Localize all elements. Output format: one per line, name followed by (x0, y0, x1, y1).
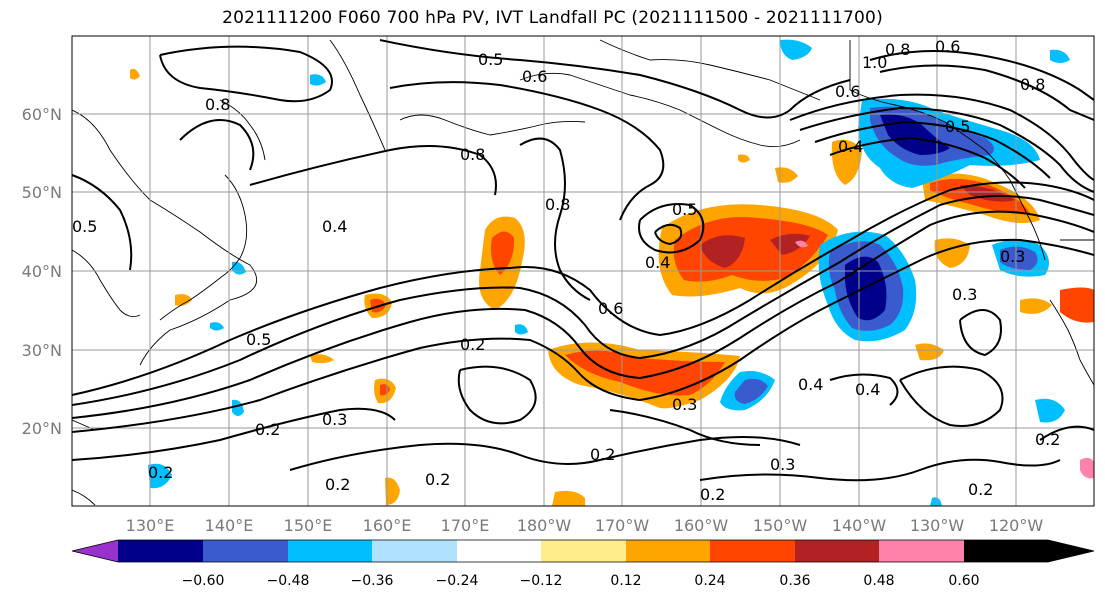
colorbar-tick-label: −0.60 (182, 573, 225, 589)
contour-label: 0.8 (205, 95, 230, 114)
contour-label: 0.3 (952, 285, 977, 304)
contour-label: 1.0 (862, 53, 887, 72)
lon-label: 120°W (989, 516, 1044, 535)
lon-label: 140°E (205, 516, 254, 535)
map-frame (71, 35, 1095, 507)
contour-label: 0.5 (478, 50, 503, 69)
coastlines (72, 39, 1094, 506)
colorbar-segment (203, 540, 288, 562)
contour-label: 0.3 (1000, 247, 1025, 266)
contour-label: 0.5 (672, 200, 697, 219)
colorbar-tick-label: 0.60 (948, 573, 979, 589)
lon-label: 140°W (832, 516, 887, 535)
lat-label: 30°N (22, 341, 62, 360)
colorbar-segment (457, 540, 541, 562)
contour-label: 0.4 (798, 375, 823, 394)
colorbar-segment (72, 540, 118, 562)
contour-label: 0.6 (835, 82, 860, 101)
lat-label: 40°N (22, 262, 62, 281)
colorbar-tick-label: 0.36 (779, 573, 810, 589)
lon-label: 160°W (674, 516, 729, 535)
colorbar-tick-label: 0.48 (863, 573, 894, 589)
lon-label: 170°W (595, 516, 650, 535)
contour-label: 0.8 (885, 40, 910, 59)
lat-label: 20°N (22, 419, 62, 438)
colorbar-segment (795, 540, 879, 562)
contour-label: 0.2 (590, 445, 615, 464)
lon-label: 130°E (126, 516, 175, 535)
contour-label: 0.2 (700, 485, 725, 504)
contour-label: 0.2 (325, 475, 350, 494)
pv-contours (72, 39, 1094, 482)
colorbar-tick-label: 0.12 (610, 573, 641, 589)
colorbar-segment (118, 540, 203, 562)
colorbar-segment (541, 540, 626, 562)
contour-label: 0.5 (246, 330, 271, 349)
lon-label: 160°E (363, 516, 412, 535)
contour-label: 0.2 (255, 420, 280, 439)
contour-label: 0.3 (322, 410, 347, 429)
colorbar: −0.60 −0.48 −0.36 −0.24 −0.12 0.12 0.24 … (71, 539, 1095, 589)
contour-label: 0.8 (460, 145, 485, 164)
contour-label: 0.4 (838, 137, 863, 156)
colorbar-segment (372, 540, 457, 562)
contour-label: 0.3 (672, 395, 697, 414)
colorbar-segment (626, 540, 710, 562)
contour-label: 0.2 (968, 480, 993, 499)
lon-label: 130°W (910, 516, 965, 535)
contour-label: 0.8 (1020, 75, 1045, 94)
map-panel: 0.5 0.6 0.8 0.6 1.0 0.8 0.8 0.6 0.5 0.4 … (72, 36, 1094, 506)
contour-label: 0.4 (322, 217, 347, 236)
colorbar-segment (879, 540, 964, 562)
contour-label: 0.3 (770, 455, 795, 474)
contour-label: 0.6 (522, 67, 547, 86)
lat-label: 60°N (22, 105, 62, 124)
colorbar-tick-label: 0.24 (694, 573, 725, 589)
longitude-labels: 130°E 140°E 150°E 160°E 170°E 180°W 170°… (126, 516, 1044, 535)
contour-label: 0.8 (545, 195, 570, 214)
colorbar-tick-labels: −0.60 −0.48 −0.36 −0.24 −0.12 0.12 0.24 … (182, 573, 980, 589)
contour-labels: 0.5 0.6 0.8 0.6 1.0 0.8 0.8 0.6 0.5 0.4 … (72, 37, 1060, 504)
contour-label: 0.5 (945, 117, 970, 136)
lon-label: 180°W (517, 516, 572, 535)
contour-label: 0.6 (935, 37, 960, 56)
lat-label: 50°N (22, 183, 62, 202)
contour-label: 0.2 (460, 335, 485, 354)
contour-label: 0.6 (598, 299, 623, 318)
contour-label: 0.5 (72, 217, 97, 236)
lon-label: 150°W (753, 516, 808, 535)
contour-label: 0.2 (1035, 430, 1060, 449)
colorbar-tick-label: −0.12 (520, 573, 563, 589)
colorbar-segment (964, 540, 1094, 562)
contour-label: 0.2 (425, 470, 450, 489)
colorbar-tick-label: −0.48 (267, 573, 310, 589)
lon-label: 150°E (284, 516, 333, 535)
lon-label: 170°E (441, 516, 490, 535)
colorbar-segment (288, 540, 372, 562)
contour-label: 0.2 (148, 463, 173, 482)
colorbar-segment (710, 540, 795, 562)
map-title: 2021111200 F060 700 hPa PV, IVT Landfall… (222, 8, 883, 28)
contour-label: 0.4 (645, 253, 670, 272)
colorbar-tick-label: −0.24 (436, 573, 479, 589)
latitude-labels: 60°N 50°N 40°N 30°N 20°N (22, 105, 62, 438)
contour-label: 0.4 (855, 380, 880, 399)
colorbar-tick-label: −0.36 (351, 573, 394, 589)
